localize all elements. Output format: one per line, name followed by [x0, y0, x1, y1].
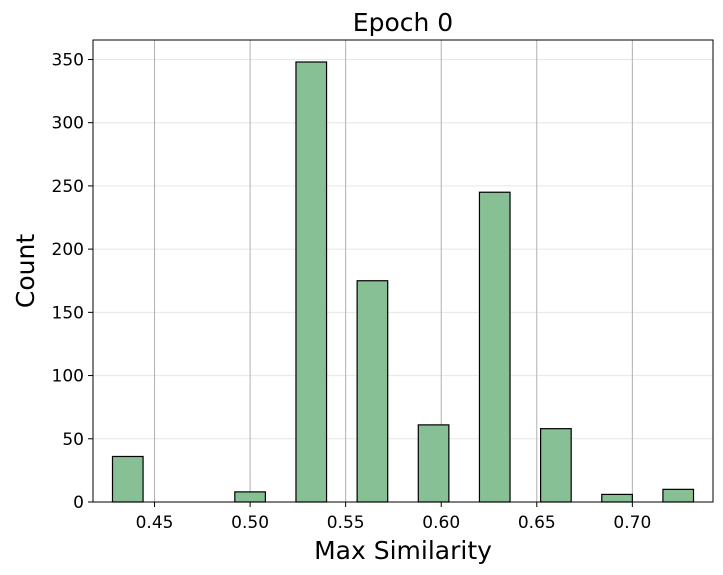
y-tick-label-7: 350	[52, 50, 84, 70]
histogram-bar-7	[478, 191, 511, 503]
x-tick-label-3: 0.60	[422, 513, 460, 533]
x-tick-label-0: 0.45	[136, 513, 174, 533]
y-axis-label: Count	[11, 234, 40, 308]
histogram-bar-9	[601, 493, 633, 503]
y-tick-label-4: 200	[52, 240, 84, 260]
x-tick-label-2: 0.55	[327, 513, 365, 533]
histogram-bar-5	[356, 280, 389, 503]
histogram-bar-3	[234, 491, 266, 503]
y-tick-label-3: 150	[52, 303, 84, 323]
y-tick-label-5: 250	[52, 177, 84, 197]
y-tick-label-2: 100	[52, 367, 84, 387]
plot-frame	[92, 39, 714, 503]
histogram-bar-10	[662, 488, 695, 503]
histogram-bar-6	[417, 424, 450, 503]
x-tick-label-1: 0.50	[231, 513, 269, 533]
chart-title: Epoch 0	[353, 8, 453, 37]
x-axis-ticks: 0.45 0.50 0.55 0.60 0.65 0.70	[136, 502, 651, 533]
y-tick-label-1: 50	[62, 430, 84, 450]
x-axis-label: Max Similarity	[314, 536, 492, 565]
y-tick-label-0: 0	[73, 493, 84, 513]
x-tick-label-5: 0.70	[613, 513, 651, 533]
y-tick-label-6: 300	[52, 114, 84, 134]
x-tick-label-4: 0.65	[518, 513, 556, 533]
grid-lines	[93, 40, 713, 503]
y-axis-ticks: 0 50 100 150 200 250 300 350	[52, 50, 93, 513]
histogram-bar-8	[540, 428, 572, 503]
histogram-bars	[111, 61, 695, 503]
histogram-bar-0	[111, 455, 144, 503]
histogram-bar-4	[295, 61, 328, 503]
